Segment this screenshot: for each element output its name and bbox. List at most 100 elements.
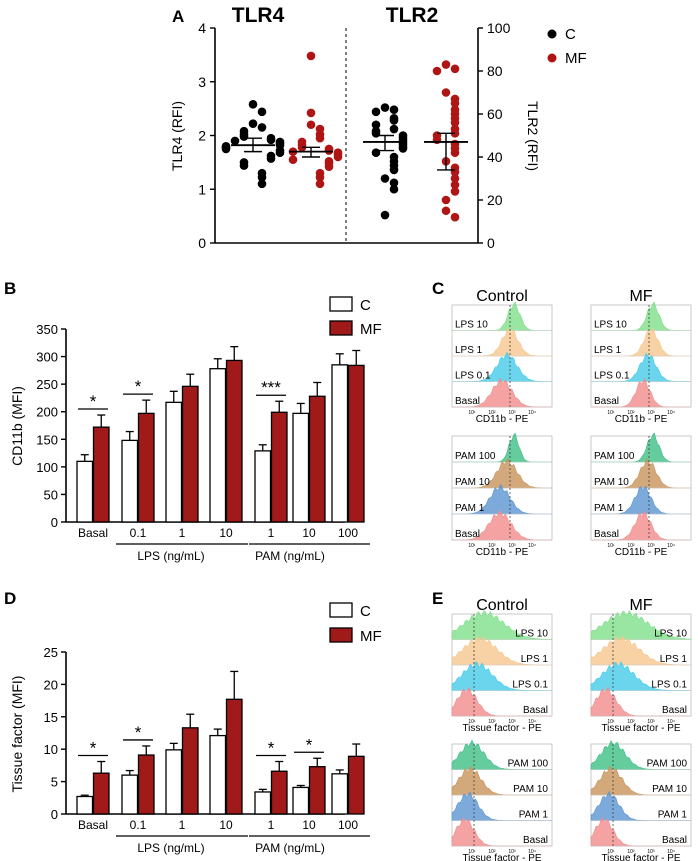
scatter-point <box>398 144 408 153</box>
cd11b-x-tick-label: 10³ <box>647 410 655 416</box>
cd11b-y-tick-label: 350 <box>36 322 58 337</box>
cd11b-row-label: PAM 100 <box>594 451 635 462</box>
tf-x-axis-label: Tissue factor - PE <box>462 853 541 861</box>
cd11b-x-tick-label: 10⁴ <box>528 543 536 549</box>
tf-bar <box>165 749 183 815</box>
cd11b-row-label: LPS 0.1 <box>455 371 491 382</box>
cd11b-row-label: PAM 10 <box>455 477 490 488</box>
tf-x-axis-label: Tissue factor - PE <box>601 853 680 861</box>
cd11b-lps-label: LPS (ng/mL) <box>137 549 204 563</box>
tf-x-tick-label: 1 <box>179 818 186 832</box>
cd11b-row-label: PAM 10 <box>594 477 629 488</box>
cd11b-bar <box>121 439 139 523</box>
tlr4-y-tick-label: 0 <box>198 235 206 251</box>
scatter-point <box>324 162 334 171</box>
cd11b-pam-label: PAM (ng/mL) <box>255 549 325 563</box>
cd11b-significance-mark: *** <box>261 378 281 397</box>
scatter-point <box>306 108 316 118</box>
tlr2-y-tick-label: 80 <box>487 63 503 79</box>
tf-row-label: LPS 10 <box>515 629 548 640</box>
tf-row-label: PAM 100 <box>508 759 549 770</box>
scatter-point <box>441 88 451 97</box>
cd11b-row-label: Basal <box>455 529 480 540</box>
cd11b-x-tick-label: 10⁴ <box>667 410 675 416</box>
tf-bar <box>225 698 243 815</box>
tf-legend-mf-label: MF <box>360 628 382 645</box>
tlr2-y-tick-label: 100 <box>487 20 511 36</box>
tf-y-tick-label: 20 <box>44 677 58 692</box>
cd11b-y-tick-label: 250 <box>36 377 58 392</box>
cd11b-x-tick-label: 10³ <box>508 410 516 416</box>
scatter-point <box>441 206 451 216</box>
cd11b-x-tick-label: 10 <box>219 526 233 540</box>
tf-bar <box>308 766 326 815</box>
cd11b-x-tick-label: 10³ <box>647 543 655 549</box>
tf-x-tick-label: 10 <box>219 818 233 832</box>
tf-ylabel: Tissue factor (MFI) <box>9 676 25 793</box>
tf-significance-mark: * <box>135 723 142 742</box>
scatter-point <box>266 154 276 163</box>
scatter-point <box>306 51 316 61</box>
cd11b-x-tick-label: 1 <box>179 526 186 540</box>
cd11b-bar <box>181 385 199 523</box>
tf-x-tick-label: 10³ <box>647 719 655 725</box>
scatter-point <box>257 173 267 182</box>
tf-row-label: PAM 10 <box>652 784 687 795</box>
scatter-point <box>389 178 399 188</box>
tf-significance-mark: * <box>306 735 313 754</box>
cd11b-significance-mark: * <box>135 377 142 396</box>
scatter-point <box>380 103 390 112</box>
cd11b-bar <box>254 450 272 523</box>
cd11b-x-tick-label: 10¹ <box>468 543 476 549</box>
tf-row-label: LPS 1 <box>660 654 688 665</box>
cd11b-bar <box>92 426 110 523</box>
cd11b-x-axis-label: CD11b - PE <box>476 547 529 558</box>
scatter-point <box>450 148 460 157</box>
tf-y-tick-label: 5 <box>51 775 58 790</box>
scatter-point <box>315 133 325 143</box>
scatter-point <box>380 210 390 220</box>
cd11b-bar <box>308 395 326 523</box>
scatter-point <box>441 195 451 205</box>
tf-row-label: PAM 100 <box>647 759 688 770</box>
tf-x-tick-label: Basal <box>78 818 108 832</box>
cd11b-x-axis-label: CD11b - PE <box>476 414 529 425</box>
cd11b-x-tick-label: 10 <box>302 526 316 540</box>
tf-row-label: PAM 1 <box>519 810 549 821</box>
tlr2-ylabel: TLR2 (RFI) <box>525 101 541 171</box>
tf-x-tick-label: 10⁴ <box>528 719 536 725</box>
scatter-point <box>389 124 399 134</box>
tf-x-tick-label: 10² <box>627 719 635 725</box>
tlr4-y-tick-label: 1 <box>198 181 206 197</box>
tf-histogram-curve <box>451 610 553 640</box>
tf-x-tick-label: 10¹ <box>607 719 615 725</box>
scatter-point <box>450 187 460 196</box>
tf-legend-c-swatch <box>329 602 353 618</box>
tf-x-axis-label: Tissue factor - PE <box>601 723 680 734</box>
scatter-point <box>257 107 267 117</box>
panel-label-e: E <box>432 589 443 608</box>
tf-x-tick-label: 0.1 <box>130 818 147 832</box>
scatter-point <box>315 179 325 189</box>
cd11b-x-axis-label: CD11b - PE <box>615 547 668 558</box>
cd11b-x-tick-label: 10¹ <box>468 410 476 416</box>
tf-bar <box>181 727 199 815</box>
tf-bar <box>92 772 110 815</box>
tf-legend-c-label: C <box>360 603 371 620</box>
cd11b-row-label: LPS 1 <box>594 345 622 356</box>
tlr4-y-tick-label: 3 <box>198 74 206 90</box>
cd11b-row-label: Basal <box>594 396 619 407</box>
scatter-point <box>239 132 249 141</box>
tf-bar <box>347 755 365 815</box>
tf-x-tick-label: 10 <box>302 818 316 832</box>
tf-x-tick-label: 10¹ <box>607 849 615 855</box>
cd11b-x-tick-label: 100 <box>338 526 358 540</box>
cd11b-bar <box>270 411 288 523</box>
tf-x-tick-label: 10⁴ <box>667 849 675 855</box>
cd11b-bar <box>347 364 365 523</box>
cd11b-bar <box>209 368 227 523</box>
scatter-point <box>248 100 258 109</box>
